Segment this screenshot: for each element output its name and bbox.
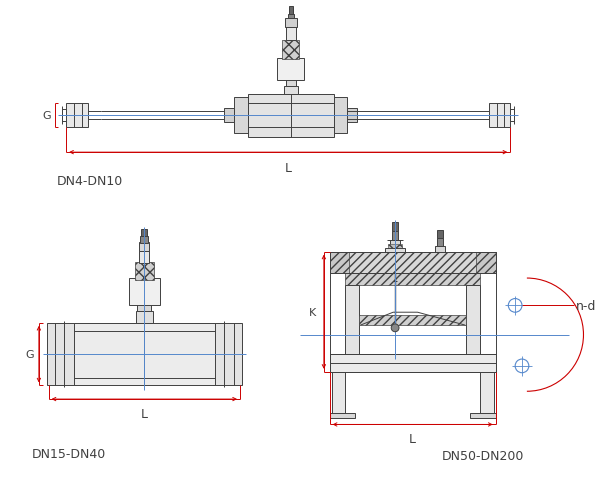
Text: DN4-DN10: DN4-DN10: [56, 174, 123, 187]
Bar: [437, 239, 443, 246]
Bar: [289, 7, 293, 14]
Text: n-d: n-d: [575, 299, 596, 312]
Text: L: L: [141, 407, 148, 420]
Bar: [347, 109, 357, 123]
Bar: [330, 354, 496, 372]
Bar: [437, 231, 443, 239]
Text: DN15-DN40: DN15-DN40: [32, 447, 106, 460]
Bar: [334, 98, 347, 133]
Bar: [390, 240, 400, 252]
Bar: [476, 252, 496, 274]
Bar: [392, 223, 398, 232]
Bar: [385, 248, 405, 252]
Bar: [466, 285, 480, 354]
Bar: [435, 246, 445, 252]
Bar: [288, 14, 293, 19]
Bar: [66, 104, 88, 128]
Text: L: L: [285, 162, 292, 175]
Bar: [285, 19, 296, 28]
Bar: [480, 372, 494, 413]
Bar: [346, 285, 359, 354]
Bar: [332, 372, 346, 413]
Text: DN50-DN200: DN50-DN200: [442, 449, 524, 462]
Bar: [134, 263, 154, 280]
Bar: [140, 237, 148, 243]
Bar: [128, 278, 160, 306]
Bar: [137, 304, 151, 312]
Bar: [359, 315, 466, 325]
Bar: [282, 41, 299, 60]
Bar: [286, 28, 296, 41]
Bar: [346, 274, 480, 285]
Text: L: L: [409, 432, 416, 445]
Bar: [286, 79, 296, 86]
Bar: [330, 252, 349, 274]
Bar: [284, 86, 298, 95]
Bar: [330, 252, 496, 274]
Text: K: K: [308, 307, 316, 317]
Bar: [392, 232, 398, 240]
Bar: [330, 413, 355, 418]
Text: G: G: [26, 349, 34, 360]
Bar: [248, 95, 334, 137]
Bar: [277, 60, 304, 81]
Bar: [74, 323, 215, 385]
Bar: [212, 323, 242, 385]
Bar: [139, 242, 149, 251]
Bar: [136, 312, 153, 323]
Bar: [47, 323, 76, 385]
Bar: [142, 230, 147, 237]
Text: G: G: [43, 111, 51, 121]
Bar: [224, 109, 234, 123]
Bar: [139, 251, 149, 264]
Circle shape: [391, 324, 399, 332]
Bar: [489, 104, 510, 128]
Bar: [470, 413, 496, 418]
Bar: [234, 98, 248, 133]
Bar: [388, 244, 402, 252]
